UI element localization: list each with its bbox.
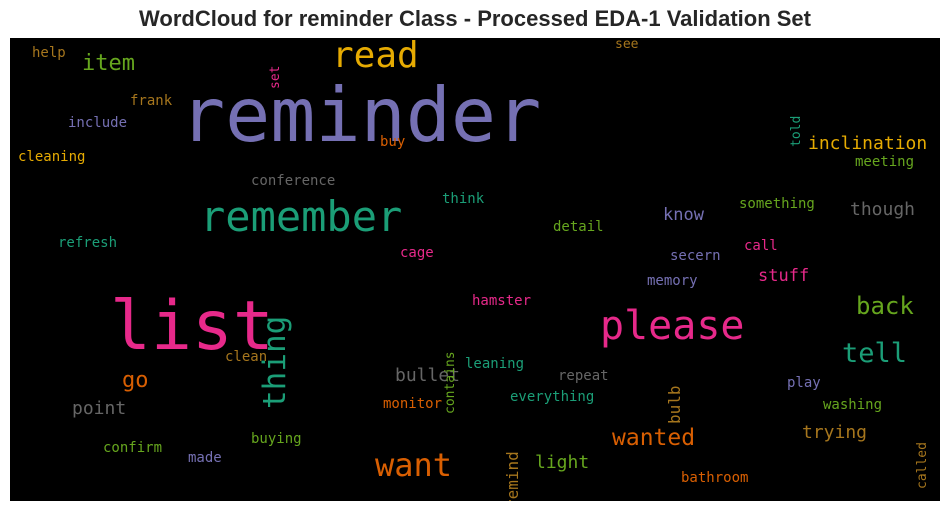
word-clean: clean (225, 349, 268, 365)
word-want: want (375, 446, 453, 484)
word-conference: conference (251, 173, 336, 189)
word-made: made (188, 450, 222, 466)
word-call: call (744, 238, 778, 254)
word-bullet: bullet (395, 365, 461, 386)
word-detail: detail (553, 219, 604, 235)
word-told: told (789, 115, 804, 148)
word-trying: trying (802, 422, 868, 443)
word-meeting: meeting (855, 154, 915, 170)
word-wanted: wanted (612, 425, 696, 451)
word-item: item (82, 51, 135, 76)
word-list: list (110, 287, 274, 366)
word-washing: washing (823, 397, 883, 413)
word-point: point (72, 398, 127, 419)
word-see: see (615, 38, 639, 52)
word-repeat: repeat (558, 368, 609, 384)
word-remember: remember (200, 192, 403, 241)
word-buying: buying (251, 431, 302, 447)
word-bathroom: bathroom (681, 470, 749, 486)
word-secern: secern (670, 248, 721, 264)
word-refresh: refresh (58, 235, 118, 251)
word-stuff: stuff (758, 266, 810, 286)
word-memory: memory (647, 273, 698, 289)
word-leaning: leaning (465, 356, 525, 372)
chart-title: WordCloud for reminder Class - Processed… (139, 6, 811, 31)
word-remind: remind (503, 450, 522, 501)
word-frank: frank (130, 93, 173, 109)
word-something: something (739, 196, 815, 212)
word-light: light (535, 452, 590, 473)
word-reminder: reminder (180, 71, 542, 159)
wordcloud-canvas: reminder list remember please read want thing t… (10, 38, 940, 501)
word-know: know (663, 205, 704, 225)
word-set: set (268, 65, 283, 90)
word-read: read (332, 38, 419, 76)
word-inclination: inclination (808, 133, 928, 154)
word-cage: cage (400, 245, 434, 261)
word-please: please (600, 303, 745, 349)
word-contains: contains (443, 351, 458, 415)
word-go: go (122, 368, 149, 393)
word-hamster: hamster (472, 293, 532, 309)
word-everything: everything (510, 389, 595, 405)
word-buy: buy (380, 134, 406, 150)
word-include: include (68, 115, 128, 131)
word-monitor: monitor (383, 396, 443, 412)
word-called: called (915, 441, 930, 489)
word-though: though (850, 199, 916, 220)
word-think: think (442, 191, 485, 207)
word-cleaning: cleaning (18, 149, 86, 165)
word-bulb: bulb (665, 385, 684, 425)
word-tell: tell (842, 338, 908, 369)
word-help: help (32, 45, 66, 61)
word-back: back (856, 292, 914, 320)
word-play: play (787, 375, 821, 391)
word-confirm: confirm (103, 440, 163, 456)
